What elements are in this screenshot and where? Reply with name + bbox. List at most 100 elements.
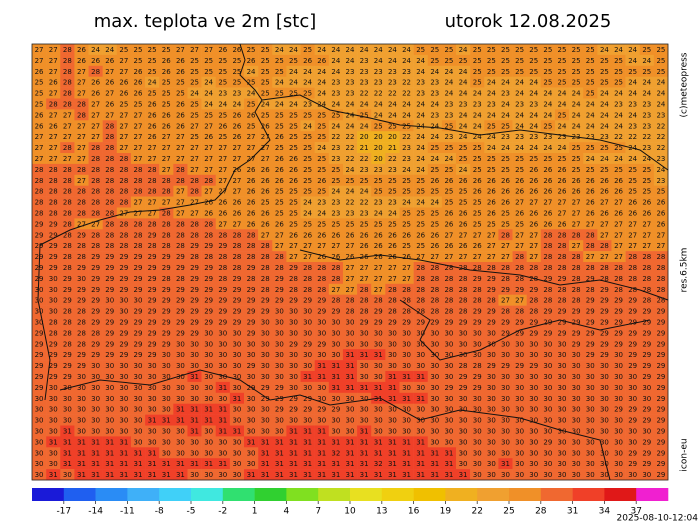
cell-fill bbox=[639, 403, 655, 415]
cell-value: 24 bbox=[360, 188, 369, 196]
cell-value: 30 bbox=[515, 449, 524, 457]
cell-fill bbox=[272, 262, 287, 274]
cell-fill bbox=[173, 294, 188, 306]
cell-fill bbox=[357, 174, 372, 186]
cell-value: 30 bbox=[374, 362, 383, 370]
cell-value: 24 bbox=[656, 90, 665, 98]
cell-value: 28 bbox=[77, 209, 86, 217]
cell-fill bbox=[512, 76, 527, 88]
cell-fill bbox=[116, 76, 132, 88]
cell-fill bbox=[639, 436, 655, 448]
cell-fill bbox=[625, 174, 641, 186]
colorbar-label: 13 bbox=[376, 507, 387, 517]
cell-value: 29 bbox=[35, 231, 44, 239]
cell-value: 30 bbox=[49, 449, 58, 457]
cell-value: 25 bbox=[430, 144, 439, 152]
cell-value: 27 bbox=[275, 242, 284, 250]
cell-fill bbox=[173, 153, 188, 165]
colorbar-swatch bbox=[540, 488, 573, 501]
cell-value: 30 bbox=[543, 395, 552, 403]
cell-value: 29 bbox=[49, 231, 58, 239]
cell-value: 29 bbox=[162, 286, 171, 294]
cell-fill bbox=[498, 360, 513, 372]
cell-fill bbox=[88, 44, 103, 56]
cell-value: 29 bbox=[600, 286, 609, 294]
cell-value: 24 bbox=[515, 122, 524, 130]
cell-fill bbox=[159, 207, 174, 219]
cell-fill bbox=[173, 120, 188, 132]
cell-value: 28 bbox=[49, 329, 58, 337]
cell-value: 28 bbox=[63, 340, 72, 348]
cell-fill bbox=[470, 196, 485, 208]
cell-fill bbox=[526, 262, 542, 274]
cell-value: 28 bbox=[218, 264, 227, 272]
cell-fill bbox=[470, 305, 485, 317]
cell-fill bbox=[286, 414, 301, 426]
cell-fill bbox=[258, 98, 273, 110]
cell-fill bbox=[413, 316, 429, 328]
cell-value: 27 bbox=[105, 111, 114, 119]
cell-fill bbox=[385, 338, 400, 350]
cell-fill bbox=[371, 436, 386, 448]
cell-fill bbox=[145, 185, 160, 197]
cell-fill bbox=[512, 120, 527, 132]
cell-value: 25 bbox=[232, 57, 241, 65]
cell-fill bbox=[74, 229, 89, 241]
cell-fill bbox=[456, 207, 471, 219]
cell-fill bbox=[328, 425, 344, 437]
cell-fill bbox=[653, 229, 669, 241]
cell-fill bbox=[371, 218, 386, 230]
cell-fill bbox=[540, 240, 556, 252]
cell-fill bbox=[215, 153, 231, 165]
cell-fill bbox=[187, 196, 202, 208]
cell-value: 30 bbox=[586, 406, 595, 414]
colorbar-label: 25 bbox=[503, 507, 514, 517]
cell-value: 27 bbox=[628, 220, 637, 228]
cell-fill bbox=[32, 316, 47, 328]
cell-value: 29 bbox=[148, 275, 157, 283]
cell-value: 28 bbox=[119, 155, 128, 163]
cell-fill bbox=[385, 131, 400, 143]
cell-value: 26 bbox=[91, 57, 100, 65]
cell-value: 30 bbox=[204, 395, 213, 403]
cell-fill bbox=[187, 109, 202, 121]
cell-value: 23 bbox=[473, 100, 482, 108]
cell-value: 29 bbox=[656, 329, 665, 337]
cell-fill bbox=[470, 163, 485, 176]
cell-value: 30 bbox=[162, 373, 171, 381]
cell-value: 24 bbox=[247, 68, 256, 76]
colorbar-label: 28 bbox=[535, 507, 547, 517]
cell-value: 22 bbox=[656, 133, 665, 141]
cell-value: 26 bbox=[148, 100, 157, 108]
cell-value: 25 bbox=[543, 79, 552, 87]
cell-fill bbox=[342, 381, 358, 394]
cell-fill bbox=[611, 185, 626, 197]
cell-value: 27 bbox=[77, 90, 86, 98]
cell-fill bbox=[314, 142, 330, 154]
cell-fill bbox=[512, 392, 527, 404]
cell-fill bbox=[597, 65, 612, 77]
cell-value: 24 bbox=[303, 209, 312, 217]
cell-value: 29 bbox=[642, 417, 651, 425]
cell-fill bbox=[427, 76, 443, 88]
cell-fill bbox=[554, 218, 570, 230]
cell-fill bbox=[342, 44, 358, 56]
cell-fill bbox=[583, 458, 598, 470]
cell-value: 30 bbox=[444, 329, 453, 337]
cell-fill bbox=[597, 240, 612, 252]
cell-fill bbox=[427, 272, 443, 285]
cell-value: 31 bbox=[190, 460, 199, 468]
cell-fill bbox=[130, 109, 146, 121]
cell-fill bbox=[484, 305, 499, 317]
cell-value: 31 bbox=[204, 406, 213, 414]
cell-value: 27 bbox=[105, 90, 114, 98]
cell-value: 26 bbox=[247, 111, 256, 119]
cell-fill bbox=[512, 436, 527, 448]
cell-value: 30 bbox=[543, 373, 552, 381]
cell-fill bbox=[371, 196, 386, 208]
cell-fill bbox=[258, 196, 273, 208]
cell-value: 25 bbox=[360, 220, 369, 228]
cell-value: 28 bbox=[416, 286, 425, 294]
cell-value: 23 bbox=[374, 199, 383, 207]
cell-value: 30 bbox=[444, 395, 453, 403]
